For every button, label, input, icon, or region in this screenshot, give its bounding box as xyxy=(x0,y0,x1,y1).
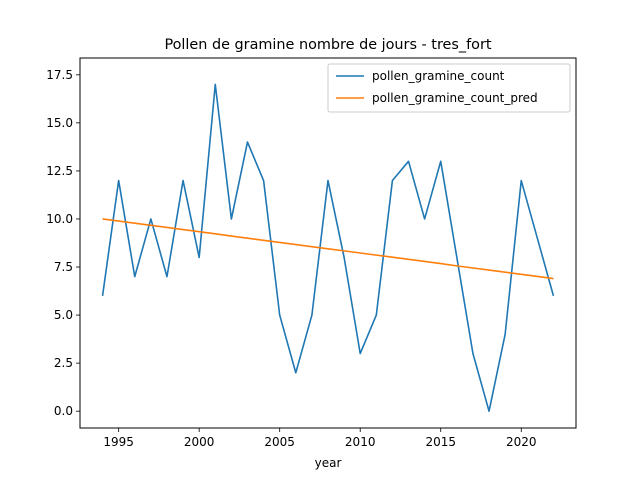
y-tick-label: 0.0 xyxy=(54,404,73,418)
y-tick-label: 15.0 xyxy=(46,116,73,130)
y-tick-label: 10.0 xyxy=(46,212,73,226)
x-tick-label: 2005 xyxy=(264,435,295,449)
x-axis: 1995 2000 2005 2010 2015 2020 xyxy=(103,428,537,449)
y-tick-label: 7.5 xyxy=(54,260,73,274)
x-tick-label: 2010 xyxy=(345,435,376,449)
series-line-pollen-gramine-count-pred xyxy=(102,218,554,280)
y-axis: 0.0 2.5 5.0 7.5 10.0 12.5 15.0 17.5 xyxy=(46,68,80,418)
x-tick-label: 2015 xyxy=(425,435,456,449)
legend-box xyxy=(327,63,571,113)
y-tick-label: 17.5 xyxy=(46,68,73,82)
plot-frame xyxy=(79,57,577,429)
x-tick-label: 2020 xyxy=(506,435,537,449)
y-tick-label: 5.0 xyxy=(54,308,73,322)
y-tick-label: 12.5 xyxy=(46,164,73,178)
x-axis-label: year xyxy=(315,456,342,470)
legend-label-pollen-gramine-count-pred: pollen_gramine_count_pred xyxy=(372,91,538,105)
plot-area xyxy=(101,83,555,412)
legend-label-pollen-gramine-count: pollen_gramine_count xyxy=(372,69,505,83)
series-line-pollen-gramine-count xyxy=(101,83,555,412)
x-tick-label: 2000 xyxy=(184,435,215,449)
legend: pollen_gramine_count pollen_gramine_coun… xyxy=(327,63,571,113)
x-tick-label: 1995 xyxy=(103,435,134,449)
y-tick-label: 2.5 xyxy=(54,356,73,370)
chart-title: Pollen de gramine nombre de jours - tres… xyxy=(164,37,491,53)
